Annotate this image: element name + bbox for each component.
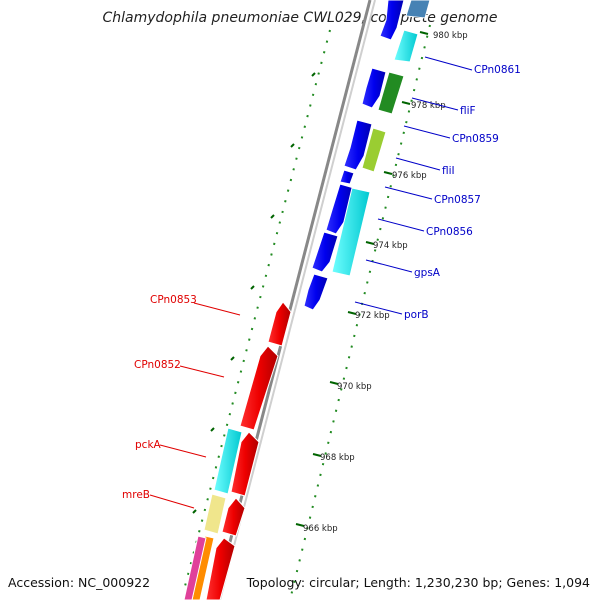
forward-strand-genes	[303, 0, 431, 311]
tick-label: 968 kbp	[320, 453, 355, 463]
kbp-tick-marks	[295, 31, 429, 527]
feature-label: CPn0859	[452, 133, 499, 145]
genome-backbone	[213, 0, 376, 600]
inner-tick-marks	[192, 72, 316, 514]
gene-arrow-lime	[361, 127, 387, 173]
feature-label: gpsA	[414, 267, 441, 279]
feature-label: CPn0856	[426, 226, 473, 238]
tick-label: 980 kbp	[433, 31, 468, 41]
feature-label: fliF	[460, 105, 476, 117]
gene-arrow-rev-3	[230, 431, 260, 497]
tick-label: 972 kbp	[355, 311, 390, 321]
feature-label: CPn0853	[150, 294, 197, 306]
tick-label: 970 kbp	[337, 382, 372, 392]
feature-label: pckA	[135, 439, 162, 451]
gene-arrow-rev-4	[221, 497, 246, 537]
gene-arrow-rev-1	[267, 301, 292, 347]
feature-label: CPn0852	[134, 359, 181, 371]
gene-arrow-fwd-1	[379, 0, 405, 41]
reverse-strand-genes	[183, 301, 292, 600]
gene-arrow-rev-2	[239, 345, 279, 431]
gene-arrow-cyan-2	[331, 187, 371, 277]
reverse-label-leaders	[149, 302, 241, 509]
accession-text: Accession: NC_000922	[8, 575, 151, 590]
gene-arrow-cyan-1	[393, 29, 419, 63]
feature-label: CPn0857	[434, 194, 481, 206]
gene-arrow-cyan-rev	[213, 427, 243, 495]
gene-arrow-fwd-4	[339, 169, 355, 185]
feature-label: CPn0861	[474, 64, 521, 76]
reverse-feature-labels: CPn0853 CPn0852 pckA mreB	[122, 294, 197, 501]
tick-label: 966 kbp	[303, 524, 338, 534]
topology-text: Topology: circular; Length: 1,230,230 bp…	[246, 575, 590, 590]
gene-arrow-fwd-6	[311, 231, 339, 273]
gene-arrow-fwd-3	[343, 119, 373, 171]
gene-arrow-fwd-7	[303, 273, 329, 311]
gene-arrow-magenta	[183, 535, 207, 600]
gene-arrow-steel	[405, 0, 431, 19]
feature-label: porB	[404, 309, 429, 321]
feature-label: fliI	[442, 165, 455, 177]
gene-arrow-rev-5	[205, 537, 236, 600]
kbp-tick-labels: 980 kbp 978 kbp 976 kbp 974 kbp 972 kbp …	[303, 31, 468, 534]
tick-label: 974 kbp	[373, 241, 408, 251]
forward-label-leaders	[354, 56, 473, 315]
tick-label: 976 kbp	[392, 171, 427, 181]
gene-arrow-khaki	[203, 493, 227, 535]
tick-label: 978 kbp	[411, 101, 446, 111]
gene-arrow-fwd-2	[361, 67, 387, 109]
feature-label: mreB	[122, 489, 150, 501]
forward-feature-labels: CPn0861 fliF CPn0859 fliI CPn0857 CPn085…	[404, 64, 521, 321]
gene-arrow-green	[377, 71, 405, 115]
